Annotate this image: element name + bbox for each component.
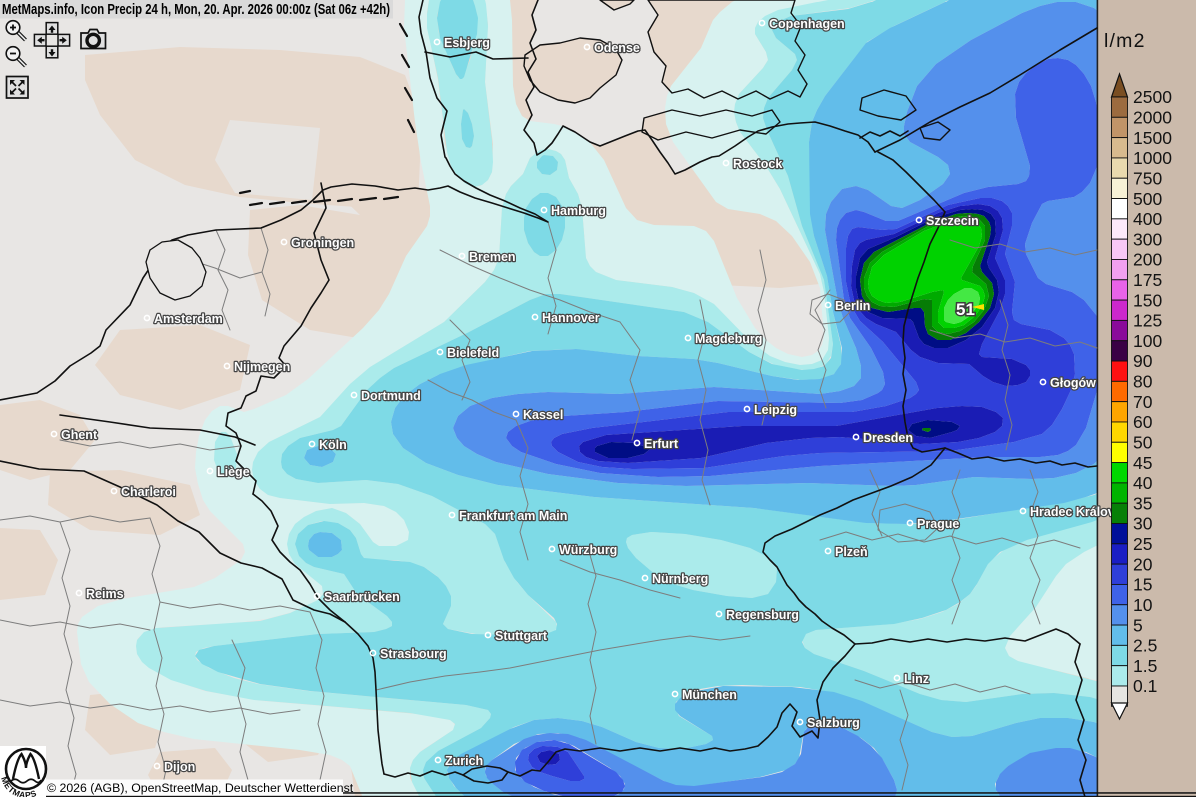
svg-text:Stuttgart: Stuttgart bbox=[495, 629, 548, 643]
svg-text:175: 175 bbox=[1133, 270, 1162, 290]
svg-text:20: 20 bbox=[1133, 554, 1153, 574]
svg-text:400: 400 bbox=[1133, 209, 1162, 229]
svg-text:Kassel: Kassel bbox=[523, 408, 563, 422]
svg-text:70: 70 bbox=[1133, 392, 1153, 412]
svg-text:5: 5 bbox=[1133, 615, 1143, 635]
svg-text:1.5: 1.5 bbox=[1133, 656, 1157, 676]
svg-text:Esbjerg: Esbjerg bbox=[444, 36, 490, 50]
svg-text:München: München bbox=[682, 688, 737, 702]
svg-text:25: 25 bbox=[1133, 534, 1152, 554]
svg-text:Dortmund: Dortmund bbox=[361, 389, 421, 403]
svg-text:Hamburg: Hamburg bbox=[551, 204, 606, 218]
svg-text:Reims: Reims bbox=[86, 587, 124, 601]
svg-text:Rostock: Rostock bbox=[733, 157, 782, 171]
svg-text:Hradec Králové: Hradec Králové bbox=[1030, 505, 1122, 519]
svg-text:90: 90 bbox=[1133, 351, 1153, 371]
svg-text:60: 60 bbox=[1133, 412, 1153, 432]
svg-text:Würzburg: Würzburg bbox=[559, 543, 617, 557]
svg-text:Strasbourg: Strasbourg bbox=[380, 647, 447, 661]
svg-text:Liège: Liège bbox=[217, 465, 250, 479]
svg-text:Amsterdam: Amsterdam bbox=[154, 312, 223, 326]
svg-text:1500: 1500 bbox=[1133, 128, 1172, 148]
svg-text:Berlin: Berlin bbox=[835, 299, 870, 313]
svg-text:80: 80 bbox=[1133, 372, 1153, 392]
svg-text:200: 200 bbox=[1133, 250, 1162, 270]
svg-text:150: 150 bbox=[1133, 290, 1162, 310]
svg-text:Regensburg: Regensburg bbox=[726, 608, 799, 622]
svg-text:© 2026 (AGB), OpenStreetMap, D: © 2026 (AGB), OpenStreetMap, Deutscher W… bbox=[47, 781, 354, 795]
svg-text:0.1: 0.1 bbox=[1133, 676, 1157, 696]
svg-text:2500: 2500 bbox=[1133, 87, 1172, 107]
svg-text:Leipzig: Leipzig bbox=[754, 403, 797, 417]
svg-text:10: 10 bbox=[1133, 595, 1153, 615]
svg-text:35: 35 bbox=[1133, 493, 1152, 513]
svg-text:Copenhagen: Copenhagen bbox=[769, 17, 845, 31]
svg-text:Dijon: Dijon bbox=[164, 760, 195, 774]
svg-text:Salzburg: Salzburg bbox=[807, 716, 860, 730]
svg-text:51: 51 bbox=[956, 300, 975, 319]
svg-text:750: 750 bbox=[1133, 168, 1162, 188]
svg-text:Köln: Köln bbox=[319, 438, 347, 452]
svg-text:Dresden: Dresden bbox=[863, 431, 913, 445]
svg-text:2000: 2000 bbox=[1133, 108, 1172, 128]
svg-text:Frankfurt am Main: Frankfurt am Main bbox=[459, 509, 567, 523]
svg-text:Nijmegen: Nijmegen bbox=[234, 360, 290, 374]
svg-text:Plzeň: Plzeň bbox=[835, 545, 868, 559]
svg-text:40: 40 bbox=[1133, 473, 1153, 493]
svg-text:Zurich: Zurich bbox=[445, 754, 483, 768]
svg-text:Hannover: Hannover bbox=[542, 311, 600, 325]
svg-text:45: 45 bbox=[1133, 453, 1152, 473]
svg-text:500: 500 bbox=[1133, 189, 1162, 209]
svg-text:Erfurt: Erfurt bbox=[644, 437, 679, 451]
svg-text:300: 300 bbox=[1133, 229, 1162, 249]
svg-text:Szczecin: Szczecin bbox=[926, 214, 979, 228]
svg-text:30: 30 bbox=[1133, 514, 1153, 534]
svg-text:l/m2: l/m2 bbox=[1104, 30, 1146, 52]
svg-text:15: 15 bbox=[1133, 575, 1152, 595]
svg-text:Głogów: Głogów bbox=[1050, 376, 1096, 390]
svg-text:Ghent: Ghent bbox=[61, 428, 98, 442]
svg-text:125: 125 bbox=[1133, 311, 1162, 331]
svg-text:Groningen: Groningen bbox=[291, 236, 354, 250]
svg-text:Magdeburg: Magdeburg bbox=[695, 332, 762, 346]
svg-text:Linz: Linz bbox=[904, 672, 929, 686]
svg-text:Bielefeld: Bielefeld bbox=[447, 346, 499, 360]
svg-text:Charleroi: Charleroi bbox=[121, 485, 176, 499]
svg-text:50: 50 bbox=[1133, 433, 1153, 453]
svg-text:Nürnberg: Nürnberg bbox=[652, 572, 708, 586]
svg-text:2.5: 2.5 bbox=[1133, 636, 1157, 656]
svg-text:Saarbrücken: Saarbrücken bbox=[324, 590, 400, 604]
svg-text:MetMaps.info, Icon Precip 24 h: MetMaps.info, Icon Precip 24 h, Mon, 20.… bbox=[2, 2, 390, 18]
svg-text:Odense: Odense bbox=[594, 41, 640, 55]
svg-text:1000: 1000 bbox=[1133, 148, 1172, 168]
svg-text:Prague: Prague bbox=[917, 517, 959, 531]
svg-text:Bremen: Bremen bbox=[469, 250, 516, 264]
svg-text:100: 100 bbox=[1133, 331, 1162, 351]
